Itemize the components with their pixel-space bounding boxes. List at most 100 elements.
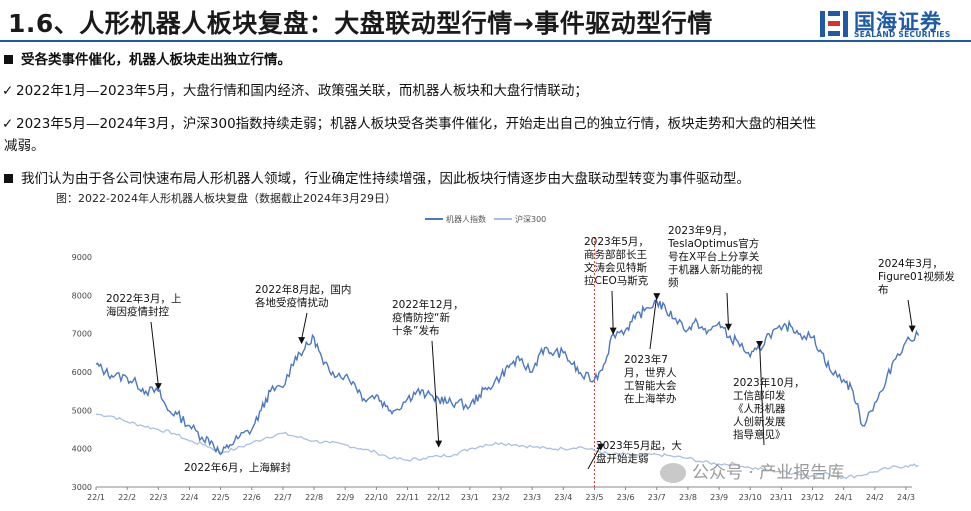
annotation-line: 于机器人新功能的视 xyxy=(668,263,763,276)
annotation-line: 布 xyxy=(878,284,889,296)
annotation-text: 2023年7 月，世界人工智能大会在上海举办 xyxy=(624,353,677,405)
y-tick-label: 8000 xyxy=(72,291,92,300)
brand-logo: 国海证券 SEALAND SECURITIES xyxy=(818,6,968,42)
check-text-2a: 2023年5月—2024年3月，沪深300指数持续走弱；机器人板块受各类事件催化… xyxy=(16,116,817,132)
annotation-line: 2023年7 xyxy=(624,353,668,366)
annotation-arrow-shaft xyxy=(431,340,440,443)
x-tick-label: 23/3 xyxy=(523,493,541,502)
annotation-line: Figure01视频发 xyxy=(878,270,955,283)
annotation-arrow-head xyxy=(609,327,617,335)
bullet-line-1: 受各类事件催化，机器人板块走出独立行情。 xyxy=(0,48,291,72)
annotation-text: 2023年9月， TeslaOptimus官方号在X平台上分享关于机器人新功能的视… xyxy=(667,224,763,289)
x-tick-label: 23/9 xyxy=(710,493,728,502)
chart-annotations: 2022年3月，上海因疫情封控 2022年6月，上海解封 2022年8月起，国内各地… xyxy=(106,224,955,474)
x-tick-label: 23/12 xyxy=(801,493,824,502)
chart-legend: 机器人指数 沪深300 xyxy=(425,214,546,224)
annotation-arrow-head xyxy=(597,443,605,451)
x-tick-label: 22/5 xyxy=(212,493,230,502)
check-text-1: 2022年1月—2023年5月，大盘行情和国内经济、政策强关联，而机器人板块和大… xyxy=(16,83,588,99)
annotation-line: 工智能大会 xyxy=(624,379,677,392)
annotation-arrow-shaft xyxy=(587,445,602,470)
annotation-line: 十条”发布 xyxy=(392,324,439,337)
x-tick-label: 23/4 xyxy=(554,493,572,502)
annotation-arrow-shaft xyxy=(726,292,729,326)
annotation-line: 文涛会见特斯 xyxy=(584,261,647,274)
x-tick-label: 22/1 xyxy=(87,493,105,502)
y-tick-label: 7000 xyxy=(72,330,92,339)
check-text-2b: 减弱。 xyxy=(4,138,45,154)
annotation-line: 拉CEO马斯克 xyxy=(584,274,649,287)
x-tick-label: 23/5 xyxy=(585,493,603,502)
annotation-line: 2024年3月， xyxy=(878,257,943,270)
annotation-line: 2023年10月， xyxy=(733,376,805,389)
x-tick-label: 23/8 xyxy=(679,493,697,502)
y-tick-label: 9000 xyxy=(72,253,92,262)
chart-series xyxy=(95,237,920,487)
x-tick-label: 23/7 xyxy=(648,493,666,502)
header-divider xyxy=(0,40,971,42)
x-tick-label: 22/9 xyxy=(336,493,354,502)
annotation-line: TeslaOptimus官方 xyxy=(667,237,759,250)
y-tick-label: 6000 xyxy=(72,368,92,377)
annotation-arrow-head xyxy=(724,323,732,331)
annotation-text: 2022年8月起，国内各地受疫情扰动 xyxy=(255,283,351,309)
annotation-arrow-head xyxy=(908,325,916,333)
x-tick-label: 22/6 xyxy=(243,493,261,502)
check-line-1: ✓ 2022年1月—2023年5月，大盘行情和国内经济、政策强关联，而机器人板块和… xyxy=(0,79,588,103)
wechat-icon xyxy=(660,463,686,483)
annotation-text: 2022年12月，疫情防控“新十条”发布 xyxy=(392,298,464,337)
y-tick-label: 4000 xyxy=(72,445,92,454)
annotation-line: 在上海举办 xyxy=(624,392,677,405)
series-line-robot-index xyxy=(95,299,920,456)
brand-name-en: SEALAND SECURITIES xyxy=(854,30,951,39)
annotation-text: 2024年3月， Figure01视频发布 xyxy=(878,257,955,296)
annotation-arrow-head xyxy=(298,337,306,345)
annotation-line: 号在X平台上分享关 xyxy=(668,250,760,263)
square-bullet-icon xyxy=(4,55,13,64)
annotation-arrow-shaft xyxy=(759,342,765,446)
annotation-line: 商务部部长王 xyxy=(584,248,647,261)
annotation-arrow-shaft xyxy=(301,312,308,340)
x-tick-label: 24/3 xyxy=(897,493,915,502)
x-tick-label: 22/4 xyxy=(180,493,198,502)
annotation-line: 工信部印发 xyxy=(733,389,786,402)
annotation-arrow-head xyxy=(653,293,661,301)
annotation-line: 2023年9月， xyxy=(668,224,733,237)
sealand-logo-icon xyxy=(820,11,848,37)
checkmark-icon: ✓ xyxy=(2,83,14,99)
annotation-text: 2022年6月，上海解封 xyxy=(184,461,291,474)
bullet-text-1: 受各类事件催化，机器人板块走出独立行情。 xyxy=(21,52,291,68)
chart-axes: 3000 4000 5000 6000 7000 8000 9000 22/1 22/2 22/3… xyxy=(72,253,915,502)
annotation-line: 频 xyxy=(668,276,679,289)
annotation-text: 2022年3月，上海因疫情封控 xyxy=(106,292,181,318)
check-line-2-cont: 减弱。 xyxy=(4,134,45,158)
bullet-line-2: 我们认为由于各公司快速布局人形机器人领域，行业确定性持续增强，因此板块行情逐步由… xyxy=(0,167,750,191)
checkmark-icon: ✓ xyxy=(2,116,14,132)
annotation-arrow-shaft xyxy=(907,299,913,328)
annotation-arrow-shaft xyxy=(649,295,658,350)
x-tick-label: 22/2 xyxy=(118,493,136,502)
check-line-2: ✓ 2023年5月—2024年3月，沪深300指数持续走弱；机器人板块受各类事件催… xyxy=(0,112,816,136)
series-line-hs300 xyxy=(95,413,919,480)
figure-caption: 图：2022-2024年人形机器人板块复盘（数据截止2024年3月29日） xyxy=(56,192,396,205)
bullet-text-2: 我们认为由于各公司快速布局人形机器人领域，行业确定性持续增强，因此板块行情逐步由… xyxy=(21,171,750,187)
annotation-line: 《人形机器 xyxy=(733,402,786,415)
annotation-line: 2023年5月起，大 xyxy=(596,439,682,452)
x-tick-label: 22/3 xyxy=(149,493,167,502)
square-bullet-icon xyxy=(4,174,13,183)
annotation-text: 2023年5月起，大盘开始走弱 xyxy=(596,439,682,465)
annotation-line: 盘开始走弱 xyxy=(596,452,649,465)
annotation-arrow-shaft xyxy=(150,321,159,386)
x-tick-label: 23/10 xyxy=(739,493,762,502)
x-tick-label: 23/6 xyxy=(617,493,635,502)
annotation-line: 月，世界人 xyxy=(624,367,677,379)
annotation-line: 2022年8月起，国内 xyxy=(255,283,351,296)
page-title: 1.6、人形机器人板块复盘：大盘联动型行情→事件驱动型行情 xyxy=(8,9,713,38)
brand-name-cn: 国海证券 xyxy=(854,10,942,34)
annotation-arrow-head xyxy=(756,341,764,348)
y-tick-label: 5000 xyxy=(72,406,92,415)
annotation-text: 2023年10月，工信部印发《人形机器人创新发展指导意见》 xyxy=(733,376,805,441)
annotation-line: 2022年12月， xyxy=(392,298,464,311)
x-tick-label: 22/7 xyxy=(274,493,292,502)
annotation-line: 海因疫情封控 xyxy=(106,305,169,318)
